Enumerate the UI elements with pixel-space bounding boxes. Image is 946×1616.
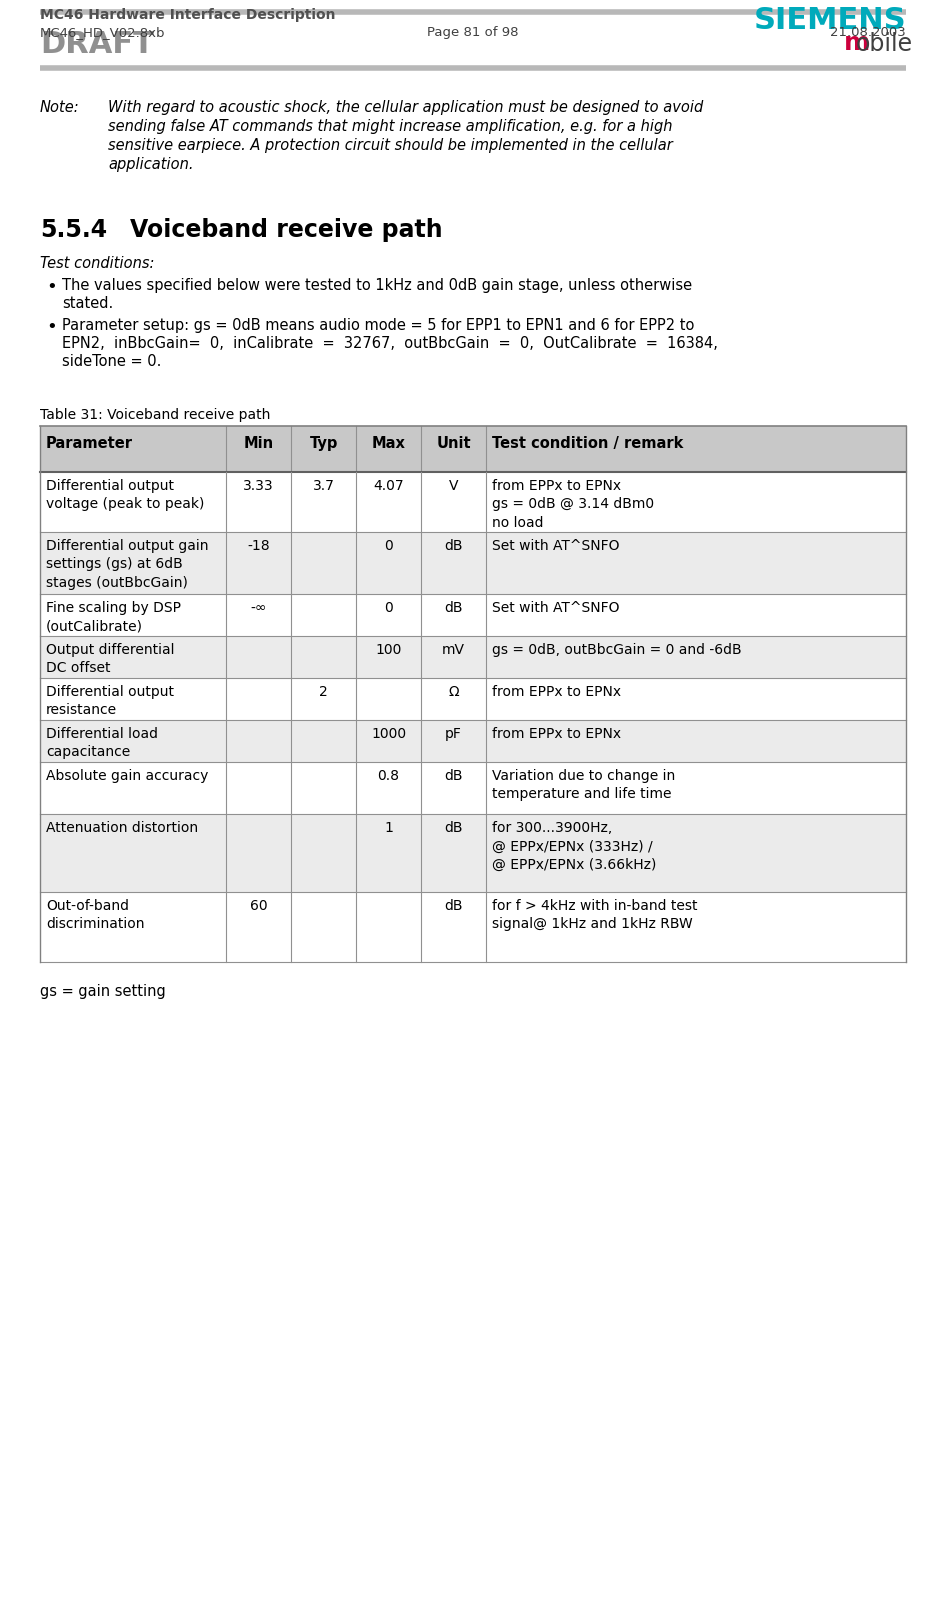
Text: dB: dB (445, 540, 463, 553)
Text: -∞: -∞ (251, 601, 267, 616)
Text: Voiceband receive path: Voiceband receive path (130, 218, 443, 242)
Text: Fine scaling by DSP
(outCalibrate): Fine scaling by DSP (outCalibrate) (46, 601, 181, 633)
Text: sending false AT commands that might increase amplification, e.g. for a high: sending false AT commands that might inc… (108, 120, 673, 134)
Text: m: m (844, 31, 870, 55)
Text: sensitive earpiece. A protection circuit should be implemented in the cellular: sensitive earpiece. A protection circuit… (108, 137, 673, 154)
Text: •: • (46, 278, 57, 296)
Bar (40, 637, 906, 679)
Text: Table 31: Voiceband receive path: Table 31: Voiceband receive path (40, 407, 271, 422)
Text: gs = 0dB, outBbcGain = 0 and -6dB: gs = 0dB, outBbcGain = 0 and -6dB (492, 643, 742, 658)
Text: dB: dB (445, 898, 463, 913)
Text: Parameter: Parameter (46, 436, 133, 451)
Text: Differential load
capacitance: Differential load capacitance (46, 727, 158, 760)
Text: The values specified below were tested to 1kHz and 0dB gain stage, unless otherw: The values specified below were tested t… (62, 278, 692, 292)
Text: Out-of-band
discrimination: Out-of-band discrimination (46, 898, 145, 931)
Text: Set with AT^SNFO: Set with AT^SNFO (492, 540, 620, 553)
Text: SIEMENS: SIEMENS (753, 6, 906, 36)
Text: dB: dB (445, 769, 463, 784)
Text: dB: dB (445, 821, 463, 835)
Text: dB: dB (445, 601, 463, 616)
Bar (40, 427, 906, 472)
Text: Note:: Note: (40, 100, 79, 115)
Text: Page 81 of 98: Page 81 of 98 (428, 26, 518, 39)
Bar (40, 892, 906, 962)
Text: 3.7: 3.7 (313, 478, 335, 493)
Text: for 300...3900Hz,
@ EPPx/EPNx (333Hz) /
@ EPPx/EPNx (3.66kHz): for 300...3900Hz, @ EPPx/EPNx (333Hz) / … (492, 821, 657, 871)
Text: Test condition / remark: Test condition / remark (492, 436, 683, 451)
Text: 4.07: 4.07 (374, 478, 404, 493)
Text: 21.08.2003: 21.08.2003 (831, 26, 906, 39)
Text: for f > 4kHz with in-band test
signal@ 1kHz and 1kHz RBW: for f > 4kHz with in-band test signal@ 1… (492, 898, 697, 931)
Text: Variation due to change in
temperature and life time: Variation due to change in temperature a… (492, 769, 675, 802)
Text: 1: 1 (384, 821, 393, 835)
Text: Attenuation distortion: Attenuation distortion (46, 821, 198, 835)
Text: Differential output
voltage (peak to peak): Differential output voltage (peak to pea… (46, 478, 204, 511)
Text: Ω: Ω (448, 685, 459, 700)
Text: Max: Max (372, 436, 406, 451)
Text: 2: 2 (319, 685, 328, 700)
Text: 0: 0 (384, 601, 393, 616)
Text: -18: -18 (247, 540, 270, 553)
Text: obile: obile (856, 32, 913, 57)
Text: MC46 Hardware Interface Description: MC46 Hardware Interface Description (40, 8, 336, 23)
Text: V: V (448, 478, 458, 493)
Text: 0: 0 (384, 540, 393, 553)
Text: 3.33: 3.33 (243, 478, 274, 493)
Text: Differential output
resistance: Differential output resistance (46, 685, 174, 718)
Text: 60: 60 (250, 898, 268, 913)
Text: 0.8: 0.8 (377, 769, 399, 784)
Text: EPN2,  inBbcGain=  0,  inCalibrate  =  32767,  outBbcGain  =  0,  OutCalibrate  : EPN2, inBbcGain= 0, inCalibrate = 32767,… (62, 336, 718, 351)
Text: 5.5.4: 5.5.4 (40, 218, 107, 242)
Text: mV: mV (442, 643, 465, 658)
Text: gs = gain setting: gs = gain setting (40, 984, 166, 999)
Bar (40, 679, 906, 721)
Text: •: • (46, 318, 57, 336)
Text: from EPPx to EPNx: from EPPx to EPNx (492, 727, 622, 742)
Text: With regard to acoustic shock, the cellular application must be designed to avoi: With regard to acoustic shock, the cellu… (108, 100, 703, 115)
Text: application.: application. (108, 157, 194, 171)
Bar (40, 814, 906, 892)
Bar (40, 595, 906, 637)
Bar (40, 721, 906, 763)
Text: from EPPx to EPNx: from EPPx to EPNx (492, 685, 622, 700)
Text: Test conditions:: Test conditions: (40, 255, 154, 271)
Text: sideTone = 0.: sideTone = 0. (62, 354, 162, 368)
Text: Typ: Typ (309, 436, 338, 451)
Bar (40, 532, 906, 595)
Text: Set with AT^SNFO: Set with AT^SNFO (492, 601, 620, 616)
Text: Parameter setup: gs = 0dB means audio mode = 5 for EPP1 to EPN1 and 6 for EPP2 t: Parameter setup: gs = 0dB means audio mo… (62, 318, 694, 333)
Text: Min: Min (244, 436, 273, 451)
Text: Output differential
DC offset: Output differential DC offset (46, 643, 174, 675)
Bar (40, 472, 906, 532)
Text: 1000: 1000 (371, 727, 406, 742)
Text: MC46_HD_V02.8xb: MC46_HD_V02.8xb (40, 26, 166, 39)
Text: from EPPx to EPNx
gs = 0dB @ 3.14 dBm0
no load: from EPPx to EPNx gs = 0dB @ 3.14 dBm0 n… (492, 478, 654, 530)
Text: DRAFT: DRAFT (40, 31, 154, 60)
Text: pF: pF (445, 727, 462, 742)
Text: Unit: Unit (436, 436, 471, 451)
Text: Absolute gain accuracy: Absolute gain accuracy (46, 769, 208, 784)
Text: stated.: stated. (62, 296, 114, 310)
Text: Differential output gain
settings (gs) at 6dB
stages (outBbcGain): Differential output gain settings (gs) a… (46, 540, 208, 590)
Bar (40, 763, 906, 814)
Text: 100: 100 (376, 643, 402, 658)
